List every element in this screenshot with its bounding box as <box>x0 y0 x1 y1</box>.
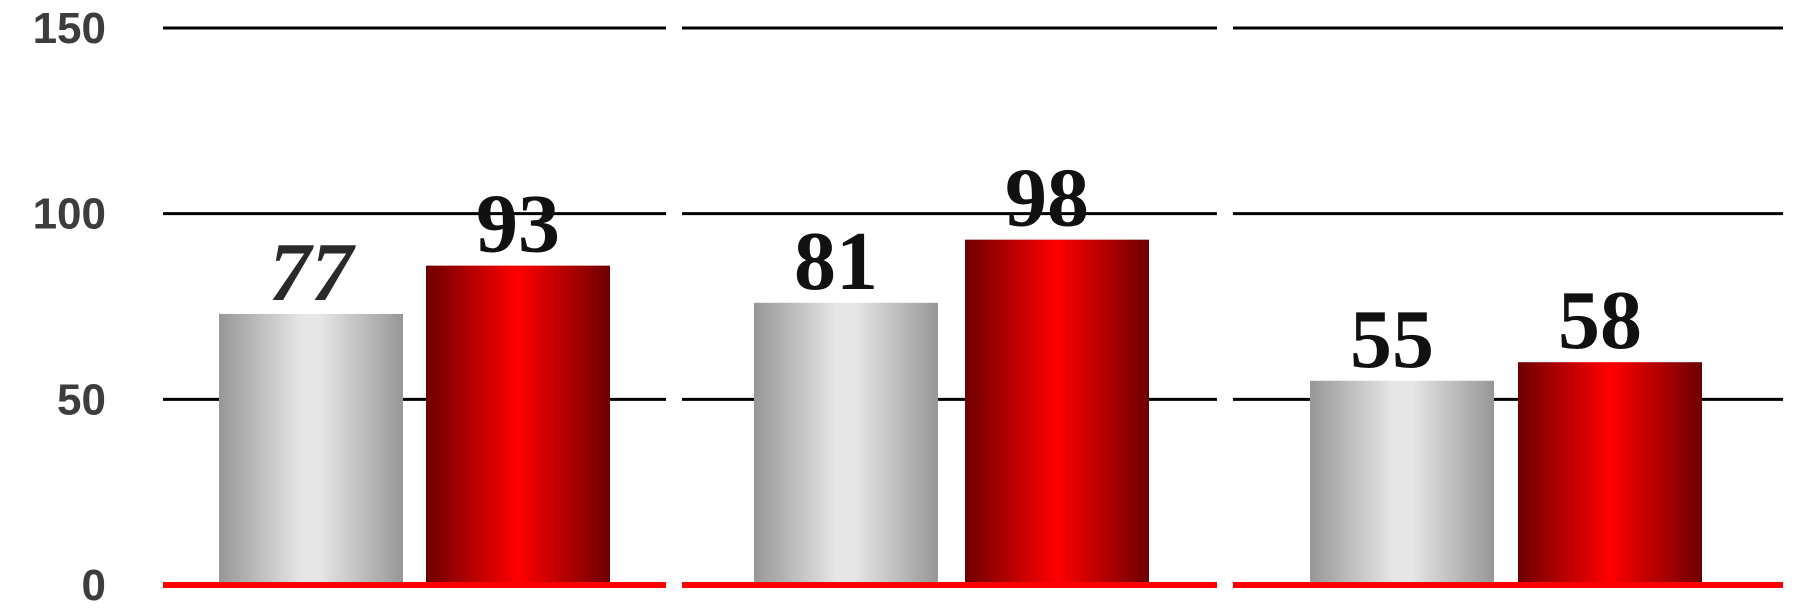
bars <box>219 239 1702 585</box>
data-labels: 77 81 55 93 98 58 <box>269 152 1642 386</box>
value-label-series-2-category-2: 98 <box>1005 152 1089 245</box>
y-tick-label-50: 50 <box>57 375 106 424</box>
bar-series-1-category-2 <box>754 302 938 585</box>
y-tick-label-0: 0 <box>82 561 106 606</box>
y-tick-label-100: 100 <box>33 190 106 239</box>
bar-series-2-category-3 <box>1518 362 1702 585</box>
value-label-series-2-category-3: 58 <box>1558 274 1642 367</box>
value-label-series-1-category-2: 81 <box>794 215 878 308</box>
y-tick-label-150: 150 <box>33 4 106 53</box>
value-label-series-1-category-3: 55 <box>1350 293 1434 386</box>
y-axis-ticks: 0 50 100 150 <box>33 4 106 610</box>
bar-series-1-category-1 <box>219 313 403 585</box>
value-label-series-2-category-1: 93 <box>476 178 560 271</box>
value-label-series-1-category-1: 77 <box>269 226 356 319</box>
bar-series-2-category-2 <box>965 239 1149 585</box>
bar-series-1-category-3 <box>1310 380 1494 585</box>
bar-series-2-category-1 <box>426 265 610 585</box>
